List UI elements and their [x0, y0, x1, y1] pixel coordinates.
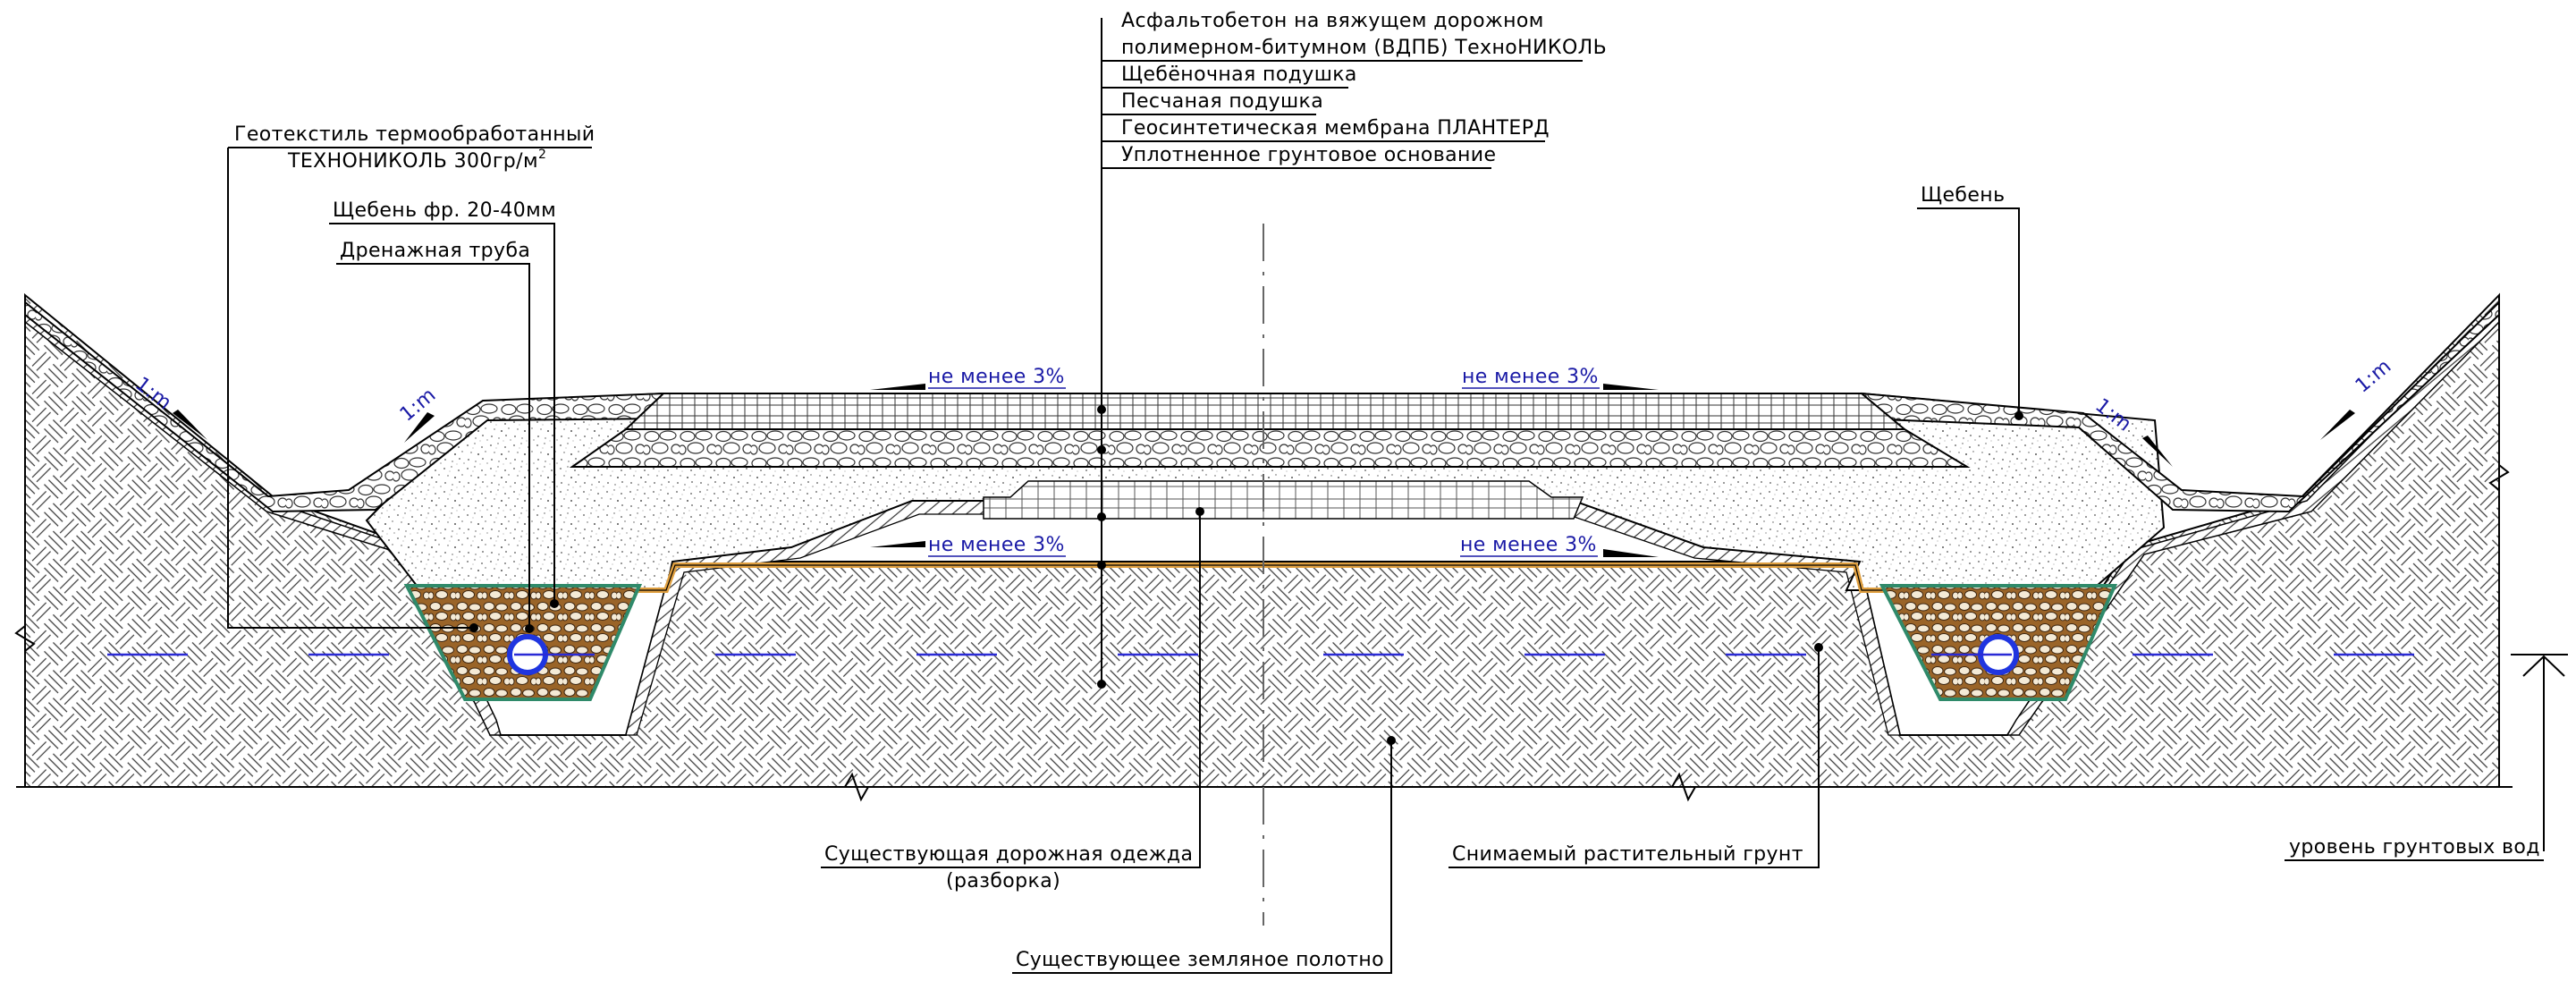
crushed-fraction-callout: Щебень фр. 20-40мм	[329, 199, 559, 608]
drain-pipe-callout: Дренажная труба	[336, 240, 534, 633]
slope-grade-label-top-right: не менее 3%	[1462, 366, 1599, 388]
groundwater-level-marker: уровень грунтовых вод	[2285, 654, 2568, 861]
removed-topsoil-callout: Снимаемый растительный грунт	[1448, 643, 1823, 868]
crushed-stone-label: Щебень	[1921, 184, 2005, 207]
existing-pavement-label-line1: Существующая дорожная одежда	[824, 843, 1193, 866]
callout-asphalt-line1: Асфальтобетон на вяжущем дорожном	[1121, 10, 1544, 32]
slope-ratio-label: 1:m	[2352, 355, 2396, 397]
callout-asphalt-line2: полимерном-битумном (ВДПБ) ТехноНИКОЛЬ	[1121, 37, 1607, 59]
left-edge-break	[14, 295, 36, 787]
slope-grade-label-top-left: не менее 3%	[928, 366, 1065, 388]
drain-pipe-label: Дренажная труба	[340, 240, 530, 262]
drawing-base-line	[16, 772, 2513, 802]
geotextile-label-line1: Геотекстиль термообработанный	[234, 123, 595, 146]
existing-subgrade-callout: Существующее земляное полотно	[1012, 736, 1396, 974]
existing-subgrade-label: Существующее земляное полотно	[1016, 949, 1384, 971]
slope-arrows	[173, 384, 2355, 557]
callout-crushed-cushion: Щебёночная подушка	[1121, 63, 1357, 86]
existing-pavement-callout: Существующая дорожная одежда (разборка)	[821, 507, 1204, 892]
callout-geomembrane: Геосинтетическая мембрана ПЛАНТЕРД	[1121, 117, 1550, 140]
groundwater-level-label: уровень грунтовых вод	[2289, 836, 2540, 858]
existing-pavement-label-line2: (разборка)	[946, 870, 1060, 892]
layers-callout: Асфальтобетон на вяжущем дорожном полиме…	[1097, 10, 1607, 689]
slope-grade-label-mid-right: не менее 3%	[1460, 534, 1597, 556]
crushed-stone-callout: Щебень	[1917, 184, 2023, 420]
callout-compacted-base: Уплотненное грунтовое основание	[1121, 144, 1496, 166]
crushed-fraction-label: Щебень фр. 20-40мм	[333, 199, 556, 222]
existing-pavement	[983, 480, 1584, 520]
topsoil-right-slope	[2006, 302, 2500, 736]
geotextile-label-line2: ТЕХНОНИКОЛЬ 300гр/м2	[287, 148, 546, 173]
slope-grade-label-mid-left: не менее 3%	[928, 534, 1065, 556]
crushed-stone-cushion	[569, 428, 1971, 468]
geotextile-callout: Геотекстиль термообработанный ТЕХНОНИКОЛ…	[227, 123, 595, 632]
callout-sand-cushion: Песчаная подушка	[1121, 90, 1323, 113]
removed-topsoil-label: Снимаемый растительный грунт	[1452, 843, 1803, 866]
slope-ratio-label: 1:m	[396, 384, 441, 426]
topsoil-left-slope	[24, 302, 503, 736]
right-edge-break	[2488, 295, 2510, 787]
asphalt-concrete-layer	[623, 393, 1907, 430]
